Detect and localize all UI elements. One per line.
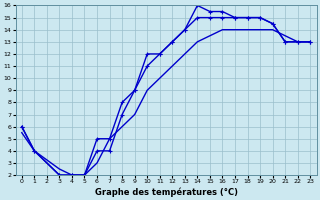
X-axis label: Graphe des températures (°C): Graphe des températures (°C) — [94, 187, 237, 197]
